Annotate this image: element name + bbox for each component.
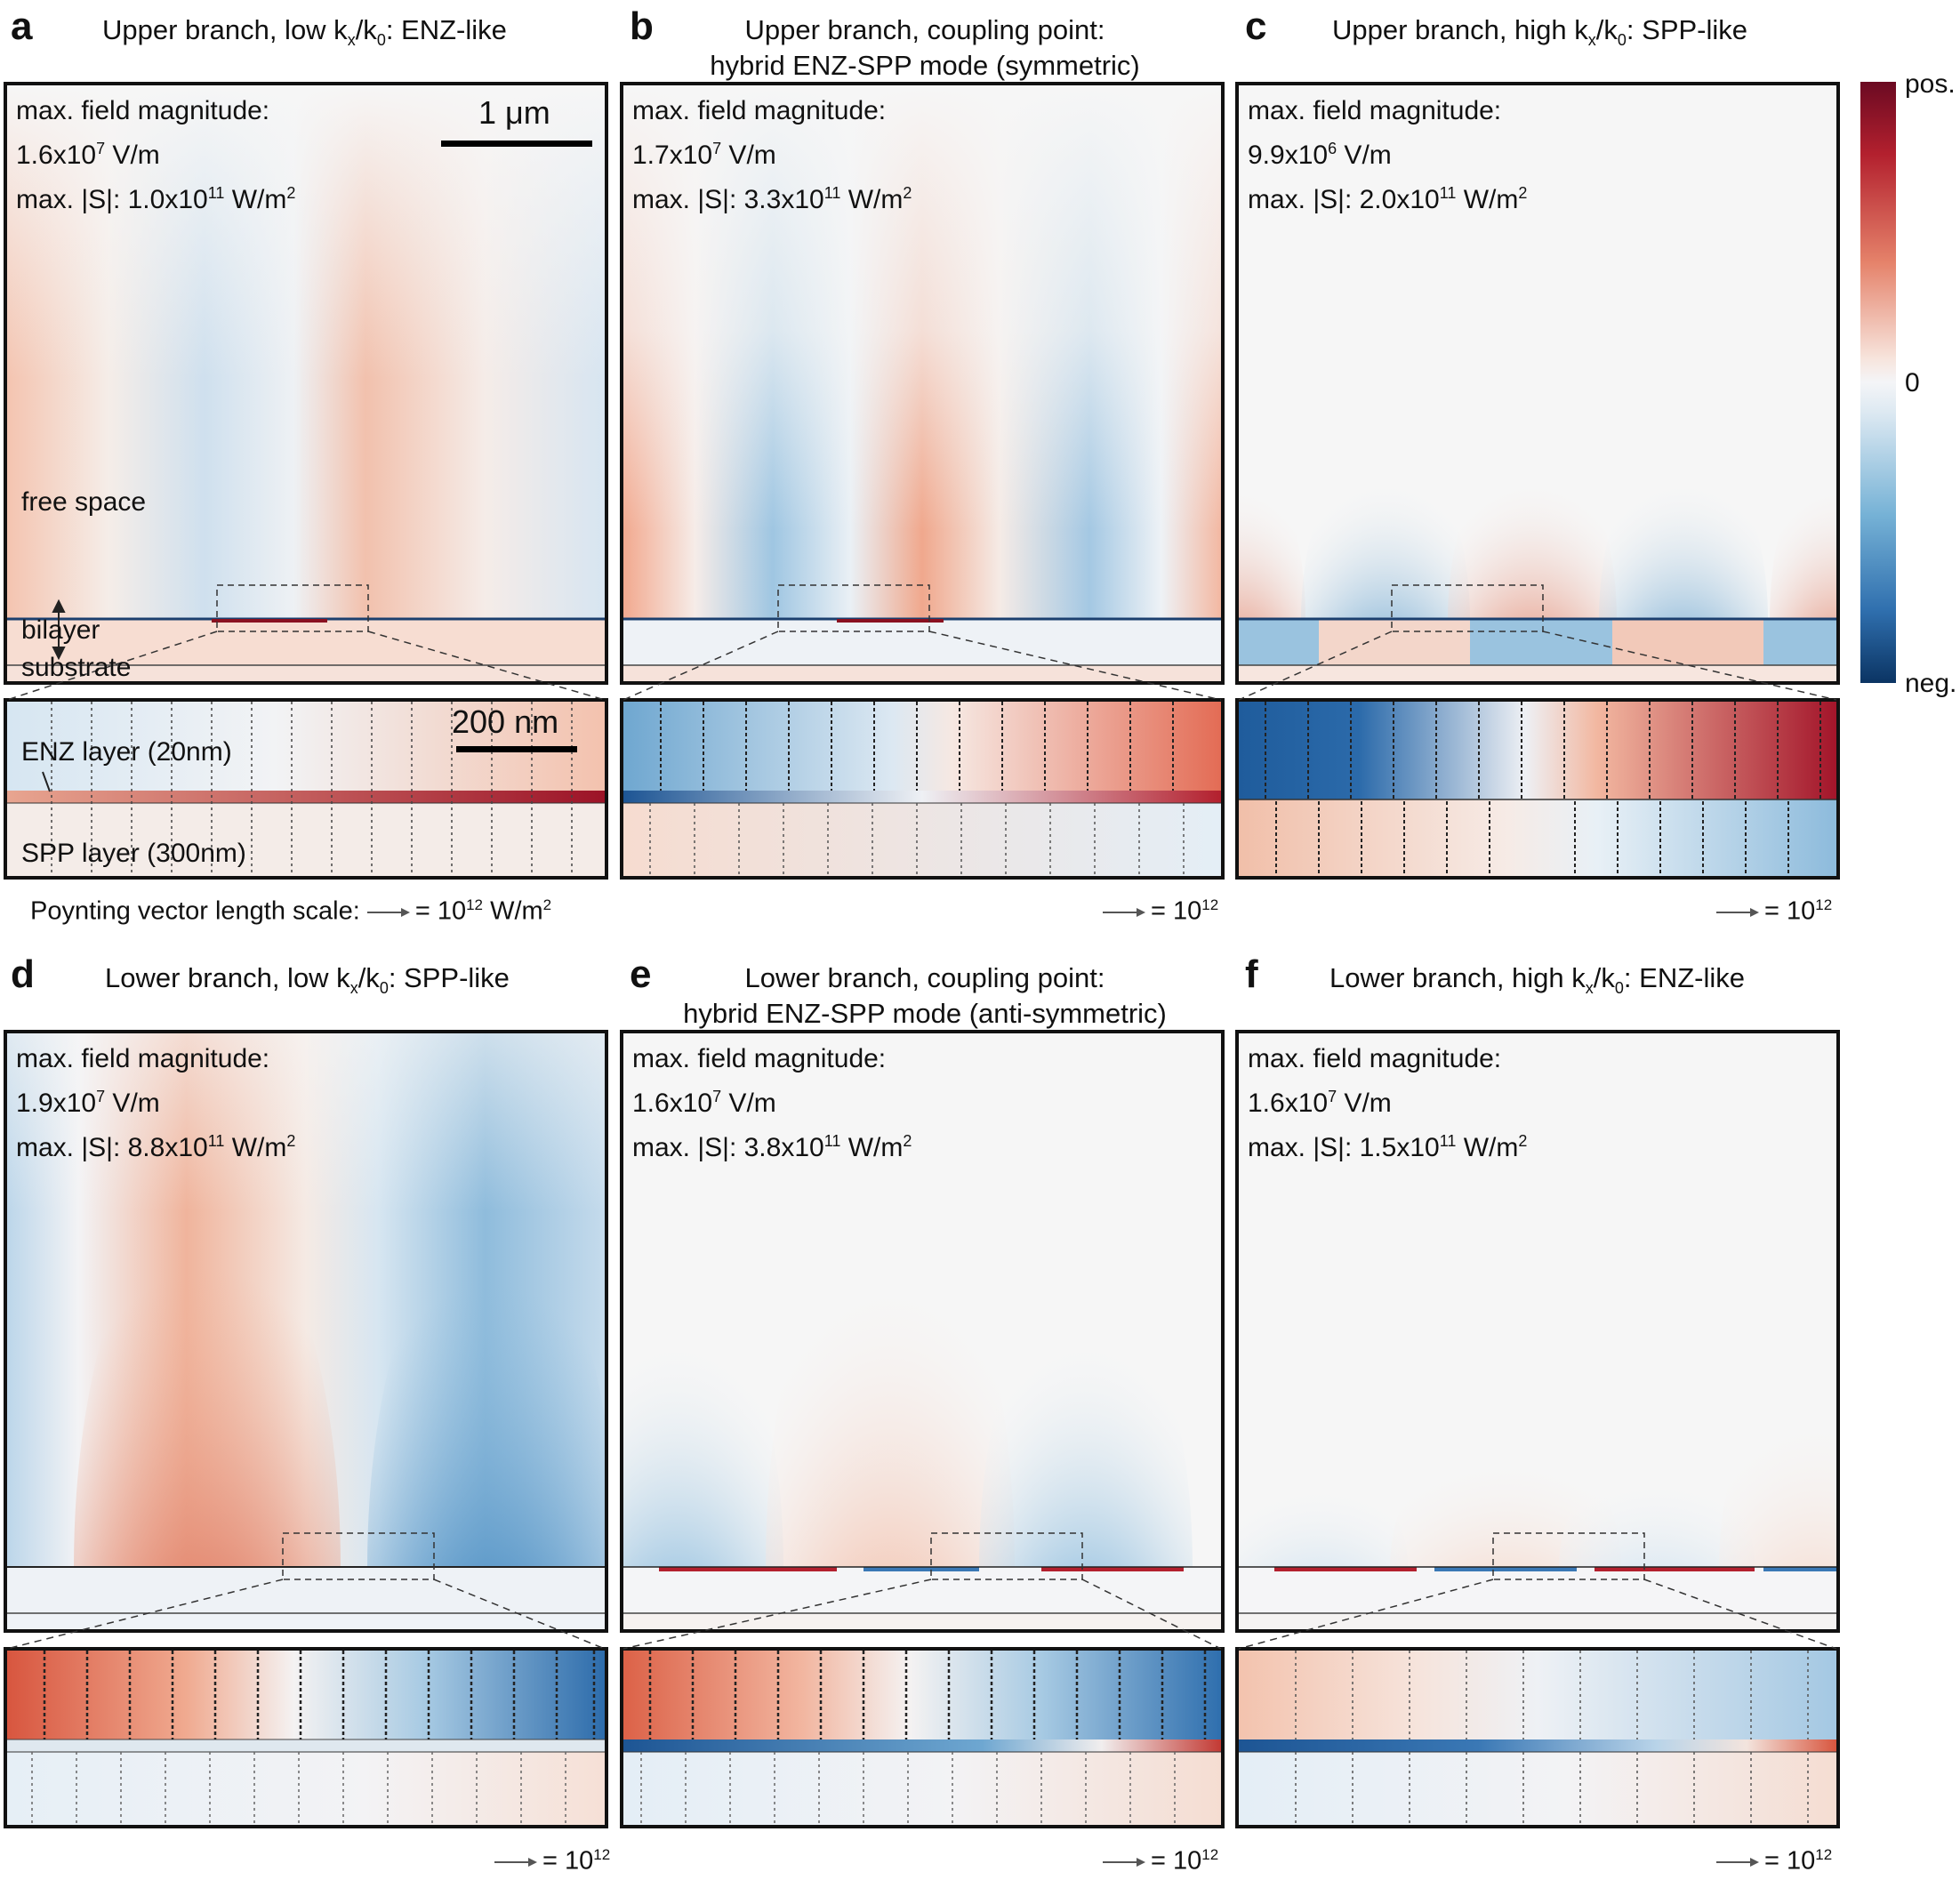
arrow-icon [494,1858,537,1867]
bilayer-label: bilayer [21,615,100,645]
panel-f-field-map: max. field magnitude: 1.6x107 V/m max. |… [1235,1030,1840,1633]
substrate-label: substrate [21,653,132,682]
panel-c-info: max. field magnitude: 9.9x106 V/m max. |… [1248,96,1528,214]
arrow-icon [1103,1858,1145,1867]
panel-c-title: Upper branch, high kx/k0: SPP-like [1332,14,1748,50]
panel-a-title: Upper branch, low kx/k0: ENZ-like [102,14,507,50]
scale-1um-label: 1 μm [478,94,550,131]
panel-a-field-map: max. field magnitude: 1.6x107 V/m max. |… [4,82,608,685]
panel-c-field-map: max. field magnitude: 9.9x106 V/m max. |… [1235,82,1840,685]
poynting-scale-e: = 1012 [1103,1846,1218,1876]
panel-f-zoom-map [1235,1647,1840,1828]
panel-d-field-map: max. field magnitude: 1.9x107 V/m max. |… [4,1030,608,1633]
panel-letter-c: c [1245,4,1267,48]
panel-d-zoom-map [4,1647,608,1828]
panel-f-title: Lower branch, high kx/k0: ENZ-like [1329,962,1745,998]
panel-letter-d: d [11,952,35,996]
scale-1um-bar [441,141,592,147]
panel-a-info: max. field magnitude: 1.6x107 V/m max. |… [16,96,296,214]
panel-letter-a: a [11,4,33,48]
panel-b-title: Upper branch, coupling point: hybrid ENZ-… [710,14,1140,81]
panel-f-info: max. field magnitude: 1.6x107 V/m max. |… [1248,1044,1528,1162]
scale-200nm-bar [456,746,577,752]
arrow-icon [1716,908,1759,917]
arrow-icon [1103,908,1145,917]
panel-letter-f: f [1245,952,1258,996]
colorbar-pos-label: pos. [1905,69,1956,99]
arrow-icon [366,908,410,917]
enz-layer-label: ENZ layer (20nm) [21,737,232,767]
scale-200nm-label: 200 nm [452,703,559,740]
poynting-scale-b: = 1012 [1103,896,1218,927]
colorbar [1860,82,1896,683]
panel-d-info: max. field magnitude: 1.9x107 V/m max. |… [16,1044,296,1162]
panel-e-info: max. field magnitude: 1.6x107 V/m max. |… [632,1044,912,1162]
panel-letter-b: b [630,4,654,48]
poynting-scale-f: = 1012 [1716,1846,1832,1876]
colorbar-neg-label: neg. [1905,669,1957,698]
panel-e-field-map: max. field magnitude: 1.6x107 V/m max. |… [620,1030,1225,1633]
panel-b-zoom-map [620,698,1225,880]
poynting-scale-d: = 1012 [494,1846,610,1876]
arrow-icon [1716,1858,1759,1867]
colorbar-zero-label: 0 [1905,368,1920,398]
panel-letter-e: e [630,952,652,996]
panel-b-field-map: max. field magnitude: 1.7x107 V/m max. |… [620,82,1225,685]
panel-d-title: Lower branch, low kx/k0: SPP-like [105,962,510,998]
panel-a-zoom-map: 200 nm ENZ layer (20nm) SPP layer (300nm… [4,698,608,880]
spp-layer-label: SPP layer (300nm) [21,839,246,868]
poynting-scale-c: = 1012 [1716,896,1832,927]
panel-e-zoom-map [620,1647,1225,1828]
panel-b-info: max. field magnitude: 1.7x107 V/m max. |… [632,96,912,214]
poynting-scale-a: Poynting vector length scale: = 1012 W/m… [30,896,552,926]
free-space-label: free space [21,487,147,517]
panel-c-zoom-map [1235,698,1840,880]
panel-e-title: Lower branch, coupling point: hybrid ENZ-… [683,962,1167,1029]
